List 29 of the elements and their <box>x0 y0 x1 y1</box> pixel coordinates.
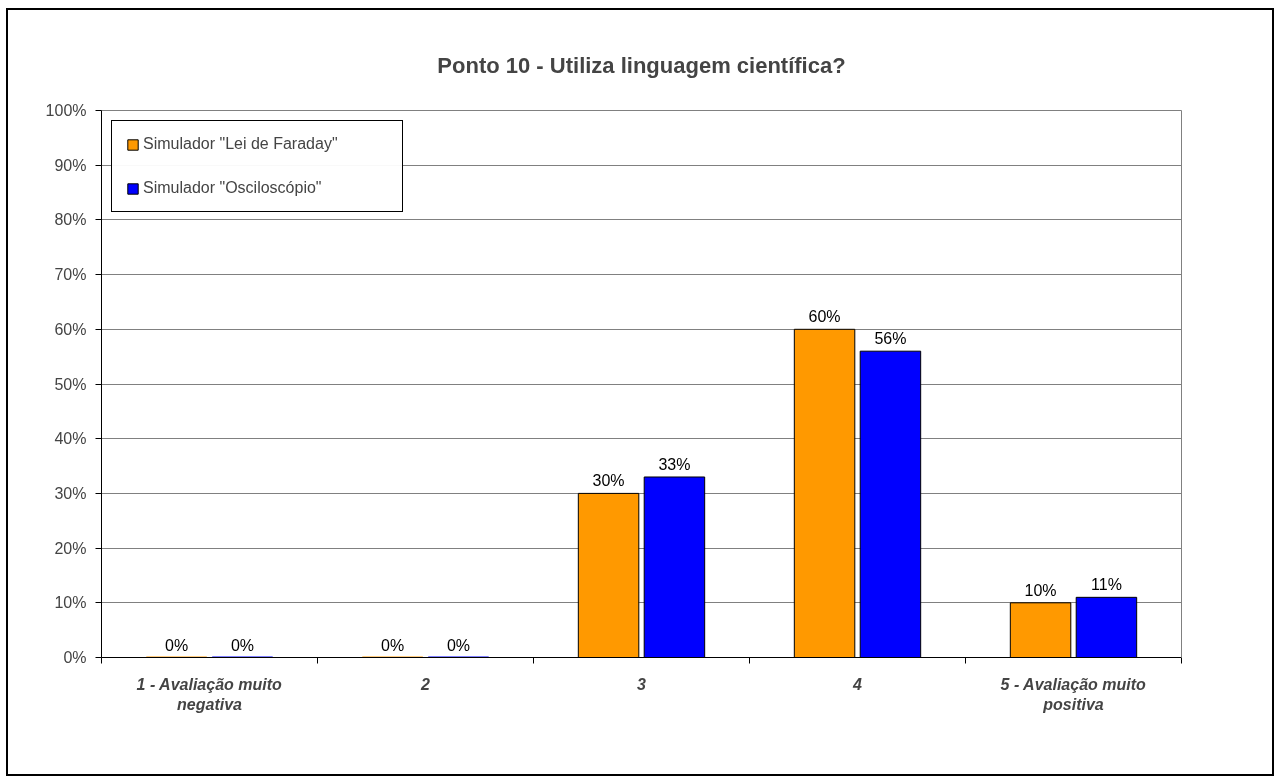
y-tick-label: 50% <box>54 375 87 393</box>
y-tick-label: 0% <box>63 649 87 666</box>
legend-label: Simulador "Lei de Faraday" <box>143 135 339 153</box>
x-tick-label: 2 <box>420 675 431 693</box>
y-tick-label: 90% <box>54 156 87 174</box>
data-label: 33% <box>658 455 691 473</box>
y-tick-label: 40% <box>54 430 87 448</box>
x-tick-label: 5 - Avaliação muito positiva <box>1000 675 1147 713</box>
x-tick-label: 1 - Avaliação muito negativa <box>136 675 283 713</box>
data-label: 0% <box>165 636 189 654</box>
data-label: 11% <box>1091 576 1122 594</box>
y-tick-label: 80% <box>54 211 87 229</box>
x-tick-label: 4 <box>852 675 863 693</box>
data-label: 30% <box>592 472 625 490</box>
data-label: 0% <box>381 636 405 654</box>
chart-title: Ponto 10 - Utiliza linguagem científica? <box>437 52 846 78</box>
y-tick-label: 20% <box>54 539 87 557</box>
y-tick-label: 60% <box>54 320 87 338</box>
y-tick-label: 100% <box>45 102 87 119</box>
data-label: 60% <box>808 308 841 326</box>
y-tick-label: 10% <box>54 594 87 612</box>
legend-label: Simulador "Osciloscópio" <box>143 179 323 197</box>
x-tick-label: 3 <box>637 675 647 693</box>
y-tick-label: 30% <box>54 484 87 502</box>
data-label: 10% <box>1024 581 1057 599</box>
data-label: 0% <box>230 636 254 654</box>
y-tick-label: 70% <box>54 266 87 284</box>
data-label: 56% <box>874 330 907 348</box>
data-label: 0% <box>446 636 470 654</box>
